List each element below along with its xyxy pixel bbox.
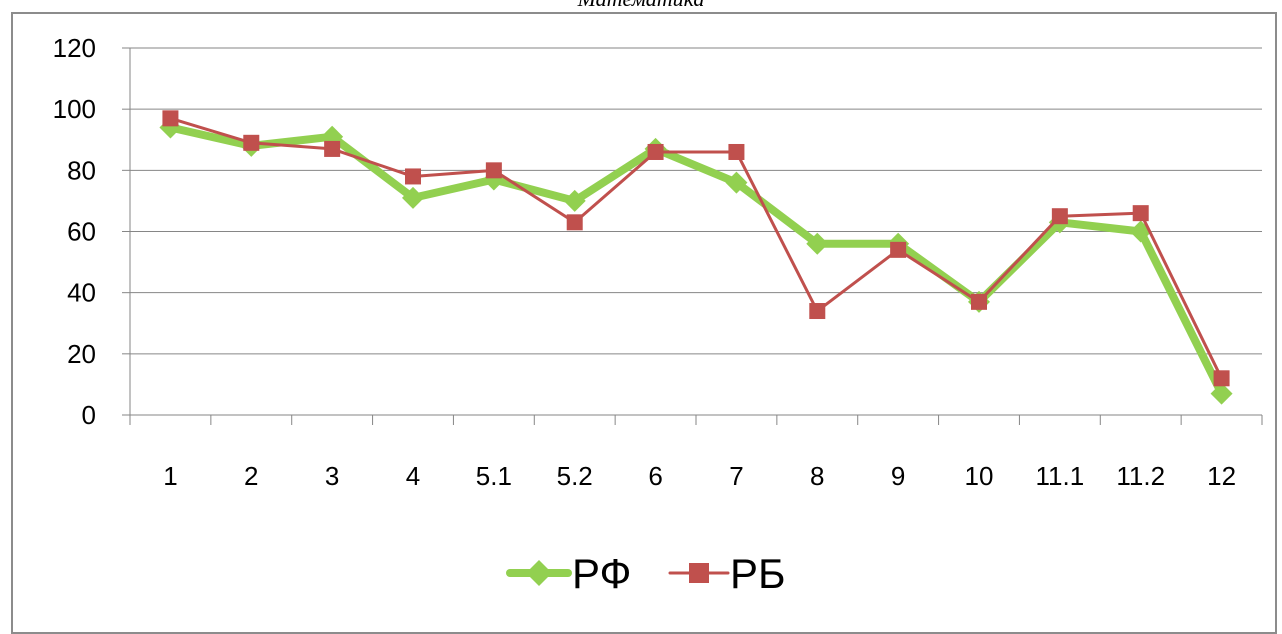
y-tick-label: 100 — [53, 94, 96, 124]
chart-title: Математика — [0, 0, 1282, 12]
y-tick-label: 40 — [67, 278, 96, 308]
y-tick-label: 120 — [53, 33, 96, 63]
y-tick-label: 0 — [82, 400, 96, 430]
data-point — [1210, 382, 1233, 405]
y-tick-labels: 0 20 40 60 80 100 120 — [53, 33, 96, 430]
legend-entry: РФ — [506, 550, 631, 597]
x-tick-label: 7 — [729, 461, 743, 491]
series-line — [166, 123, 1226, 398]
x-tick-label: 1 — [163, 461, 177, 491]
x-tick-label: 5.2 — [557, 461, 593, 491]
data-point — [890, 241, 907, 258]
series-1 — [159, 116, 1233, 405]
data-point — [1051, 208, 1068, 225]
data-point — [324, 140, 341, 157]
data-point — [566, 214, 583, 231]
legend: РФ РБ — [506, 550, 786, 597]
x-tick-label: 9 — [891, 461, 905, 491]
x-tick-label: 3 — [325, 461, 339, 491]
data-point — [485, 162, 502, 179]
data-point — [971, 293, 987, 310]
x-tick-labels: 1 2 3 4 5.1 5.2 6 7 8 9 10 11.1 11.2 12 — [163, 461, 1236, 491]
x-tick-label: 5.1 — [476, 461, 512, 491]
data-point — [647, 143, 664, 160]
x-tick-label: 12 — [1207, 461, 1236, 491]
data-point — [1132, 205, 1149, 222]
data-point — [809, 303, 826, 320]
legend-marker — [526, 560, 552, 586]
x-tick-label: 11.2 — [1116, 461, 1165, 491]
legend-marker — [689, 563, 709, 583]
series-line — [168, 116, 1224, 380]
data-point — [402, 186, 424, 209]
x-tick-label: 11.1 — [1036, 461, 1085, 491]
x-tick-label: 6 — [648, 461, 662, 491]
gridlines — [130, 47, 1262, 355]
y-tick-label: 60 — [67, 217, 96, 247]
data-point — [243, 134, 260, 151]
x-tick-label: 4 — [406, 461, 420, 491]
x-tick-label: 2 — [244, 461, 258, 491]
data-point — [162, 110, 179, 127]
data-point — [728, 143, 745, 160]
data-point — [1213, 370, 1230, 387]
series — [159, 110, 1233, 405]
data-point — [725, 171, 748, 194]
y-tick-label: 20 — [67, 339, 96, 369]
data-point — [806, 232, 829, 255]
legend-label: РБ — [730, 550, 786, 597]
x-tick-label: 8 — [810, 461, 824, 491]
series-2 — [162, 110, 1230, 387]
x-tick-label: 10 — [965, 461, 994, 491]
chart-frame — [11, 12, 1277, 634]
data-point — [563, 189, 586, 212]
legend-entry: РБ — [668, 550, 786, 597]
axes — [122, 47, 1263, 425]
y-tick-label: 80 — [67, 155, 96, 185]
legend-label: РФ — [572, 550, 631, 597]
data-point — [405, 168, 421, 185]
